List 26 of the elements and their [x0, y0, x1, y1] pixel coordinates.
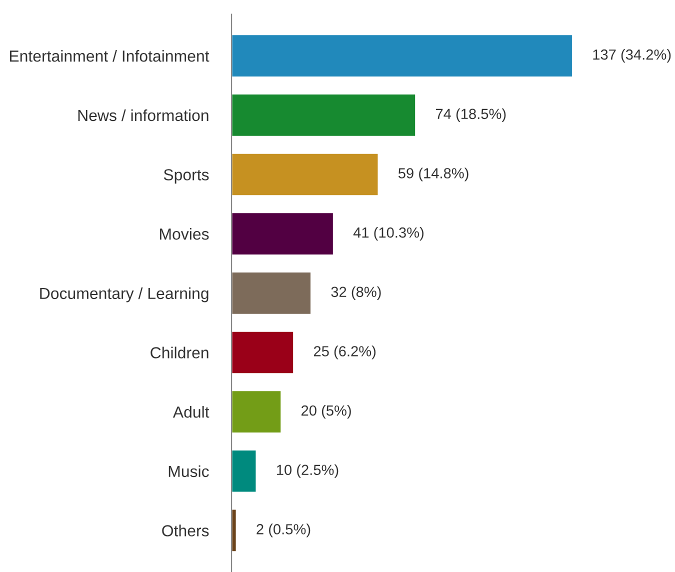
y-tick-label: Movies — [160, 228, 209, 240]
data-label: 41 (10.3%) — [353, 227, 424, 241]
data-label: 25 (6.2%) — [314, 346, 376, 360]
data-label: 20 (5%) — [302, 405, 351, 419]
y-tick-label: Documentary / Learning — [40, 287, 208, 302]
data-label: 2 (0.5%) — [256, 524, 310, 538]
bar — [232, 93, 416, 138]
y-tick-label: Entertainment / Infotainment — [10, 50, 210, 62]
bar — [232, 449, 258, 494]
y-tick-label: Sports — [164, 169, 209, 184]
bar — [232, 330, 294, 375]
y-tick-label: News / information — [78, 109, 208, 122]
data-label: 59 (14.8%) — [398, 168, 468, 182]
y-tick-label: Others — [162, 524, 209, 536]
data-label: 137 (34.2%) — [593, 49, 671, 63]
bar — [232, 271, 312, 316]
data-label: 10 (2.5%) — [276, 464, 338, 478]
data-label: 32 (8%) — [331, 286, 381, 300]
y-tick-label: Adult — [172, 406, 210, 418]
bar — [232, 152, 380, 197]
bar — [232, 390, 282, 434]
bar — [232, 34, 574, 78]
data-label: 74 (18.5%) — [436, 108, 506, 122]
y-tick-label: Children — [150, 346, 208, 358]
bar — [232, 212, 334, 256]
y-tick-label: Music — [168, 465, 209, 478]
